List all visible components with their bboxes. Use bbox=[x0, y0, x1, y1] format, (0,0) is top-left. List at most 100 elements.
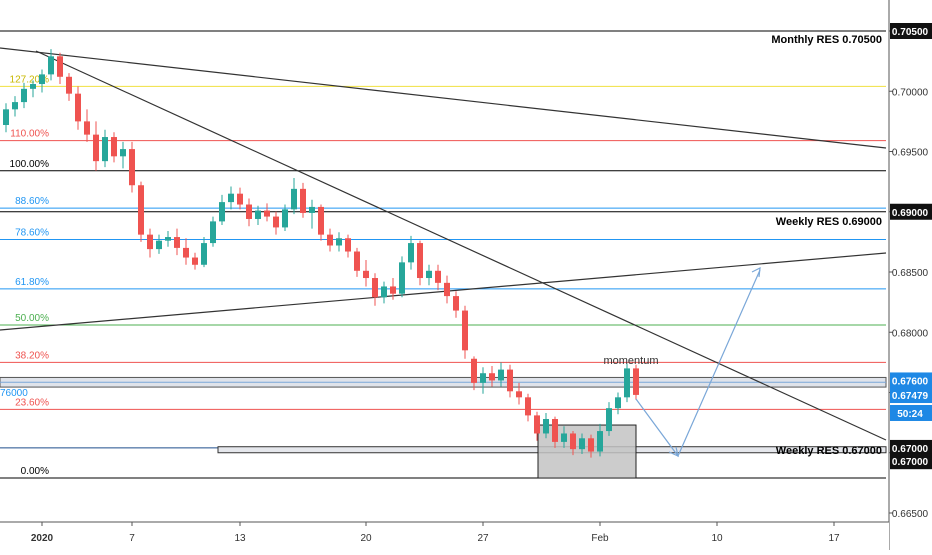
candle-body bbox=[93, 134, 99, 162]
candle-body bbox=[597, 431, 603, 452]
price-tick-label: 0.68000 bbox=[892, 328, 929, 339]
weekly-res-label: Weekly RES 0.69000 bbox=[776, 216, 882, 228]
candle-body bbox=[210, 221, 216, 244]
candle-body bbox=[237, 193, 243, 205]
candle-body bbox=[75, 93, 81, 122]
price-badge bbox=[890, 404, 932, 421]
price-tick-label: 0.68500 bbox=[892, 268, 929, 279]
candle-body bbox=[156, 240, 162, 250]
price-badge-label: 0.67479 bbox=[892, 391, 929, 402]
candle-body bbox=[354, 251, 360, 271]
candle-body bbox=[435, 270, 441, 283]
time-tick-label: 27 bbox=[477, 533, 489, 544]
candle-body bbox=[291, 188, 297, 210]
candle-body bbox=[48, 56, 54, 75]
price-tick-label: 0.69500 bbox=[892, 148, 929, 159]
fib-label: 23.60% bbox=[15, 397, 49, 408]
price-badge-label: 0.67000 bbox=[892, 444, 929, 455]
price-badge-label: 0.67600 bbox=[892, 376, 929, 387]
price-badge-label: 50:24 bbox=[897, 409, 923, 420]
candle-body bbox=[264, 210, 270, 217]
price-badge bbox=[890, 23, 932, 39]
candle-body bbox=[318, 206, 324, 235]
time-tick-label: 13 bbox=[234, 533, 246, 544]
price-badge-label: 0.67000 bbox=[892, 457, 929, 468]
time-tick-label: 17 bbox=[828, 533, 840, 544]
candle-body bbox=[516, 391, 522, 398]
plot-area bbox=[0, 0, 886, 522]
trendline-upper bbox=[0, 47, 887, 149]
candle-body bbox=[345, 238, 351, 252]
candle-body bbox=[579, 438, 585, 450]
candle-body bbox=[453, 296, 459, 311]
candle-body bbox=[426, 270, 432, 279]
candle-body bbox=[273, 216, 279, 228]
candle-body bbox=[381, 286, 387, 298]
candle-body bbox=[309, 206, 315, 213]
candle-body bbox=[12, 102, 18, 110]
candle-body bbox=[147, 234, 153, 250]
candle-body bbox=[255, 210, 261, 219]
fib-label: 110.00% bbox=[10, 129, 49, 140]
fib-label: 100.00% bbox=[10, 159, 50, 170]
fib-label: 50.00% bbox=[15, 313, 49, 324]
price-badge bbox=[890, 203, 932, 220]
time-tick-label: Feb bbox=[591, 533, 609, 544]
candle-body bbox=[570, 433, 576, 450]
time-tick-label: 2020 bbox=[31, 533, 54, 544]
candle-body bbox=[183, 247, 189, 258]
candle-body bbox=[552, 419, 558, 442]
candle-body bbox=[408, 243, 414, 263]
candle-body bbox=[57, 56, 63, 77]
trendline-rising bbox=[0, 252, 887, 331]
candle-body bbox=[327, 234, 333, 246]
candle-body bbox=[165, 237, 171, 241]
time-tick-label: 7 bbox=[129, 533, 135, 544]
price-badge-label: 0.70500 bbox=[892, 27, 929, 38]
candle-body bbox=[21, 88, 27, 103]
candle-body bbox=[201, 243, 207, 265]
candle-body bbox=[336, 238, 342, 246]
candle-body bbox=[489, 373, 495, 381]
price-badge bbox=[890, 387, 932, 404]
candle-body bbox=[300, 188, 306, 213]
candle-body bbox=[174, 237, 180, 248]
candle-body bbox=[471, 358, 477, 383]
left-price-fragment: 76000 bbox=[0, 388, 28, 399]
candle-body bbox=[228, 193, 234, 203]
weekly-res-low-label: Weekly RES 0.67000 bbox=[776, 445, 882, 457]
candle-body bbox=[120, 149, 126, 157]
candle-body bbox=[561, 433, 567, 442]
candle-body bbox=[633, 368, 639, 395]
candle-body bbox=[588, 438, 594, 452]
candle-body bbox=[39, 74, 45, 85]
price-badge bbox=[890, 453, 932, 470]
candle-body bbox=[111, 137, 117, 157]
price-badge bbox=[890, 372, 932, 389]
candle-body bbox=[102, 137, 108, 162]
price-badge-label: 0.69000 bbox=[892, 208, 929, 219]
time-tick-label: 20 bbox=[360, 533, 372, 544]
fib-label: 0.00% bbox=[21, 466, 49, 477]
candle-body bbox=[192, 257, 198, 265]
candle-body bbox=[372, 278, 378, 298]
candle-body bbox=[543, 419, 549, 434]
candle-body bbox=[624, 368, 630, 398]
fib-label: 78.60% bbox=[15, 227, 49, 238]
trendline-steep bbox=[35, 50, 887, 441]
candle-body bbox=[615, 397, 621, 409]
candle-body bbox=[462, 310, 468, 351]
candle-body bbox=[417, 243, 423, 279]
candle-body bbox=[444, 282, 450, 297]
candle-body bbox=[480, 373, 486, 383]
momentum-label: momentum bbox=[603, 355, 658, 367]
candle-body bbox=[3, 109, 9, 125]
candle-body bbox=[525, 397, 531, 416]
fib-label: 61.80% bbox=[15, 277, 49, 288]
fib-label: 127.20% bbox=[10, 74, 50, 85]
candle-body bbox=[390, 286, 396, 294]
monthly-res-label: Monthly RES 0.70500 bbox=[771, 34, 882, 46]
price-tick-label: 0.70000 bbox=[892, 87, 929, 98]
